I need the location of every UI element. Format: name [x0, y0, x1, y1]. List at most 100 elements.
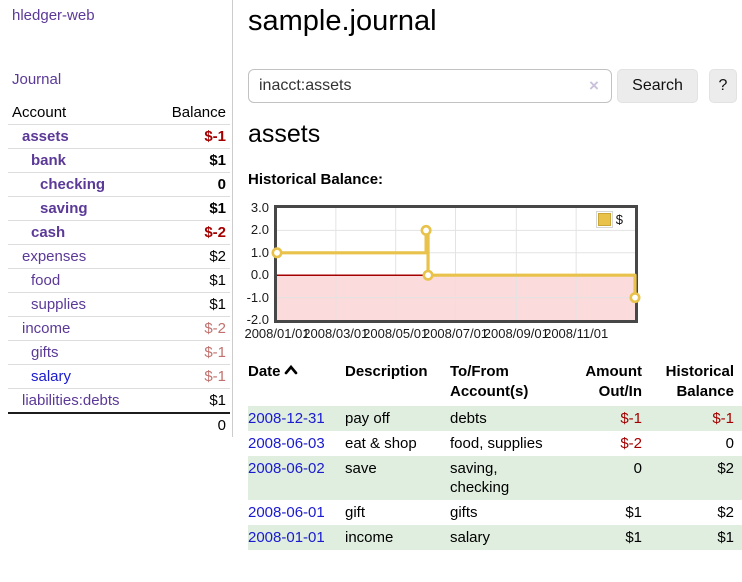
transaction-date-cell: 2008-12-31	[248, 406, 345, 431]
transaction-balance: $2	[717, 504, 734, 521]
transaction-balance: $2	[717, 460, 734, 477]
account-link[interactable]: bank	[31, 152, 67, 169]
legend-color-swatch	[597, 213, 611, 226]
chart-x-axis-label: 2008/07/01	[422, 326, 489, 341]
chart-y-axis-label: 2.0	[250, 222, 269, 238]
account-row: income $-2	[8, 316, 230, 341]
account-balance: $1	[152, 292, 230, 317]
transaction-description: pay off	[345, 410, 390, 427]
sidebar: hledger-web Journal Account Balance asse…	[0, 0, 233, 437]
legend-series-label: $	[615, 212, 623, 227]
account-name-cell: salary	[8, 364, 153, 389]
register-table: Date Description To/From Account(s) Amou…	[248, 360, 742, 550]
account-link[interactable]: income	[22, 320, 71, 337]
register-section: Date Description To/From Account(s) Amou…	[248, 360, 742, 550]
account-row: gifts $-1	[8, 340, 230, 365]
transaction-date-link[interactable]: 2008-06-01	[248, 504, 325, 521]
chart-x-axis-label: 2008/03/01	[303, 326, 369, 341]
register-header-row: Date Description To/From Account(s) Amou…	[248, 360, 742, 406]
chart-y-axis-label: 3.0	[250, 200, 269, 215]
account-name-cell: cash	[8, 220, 153, 245]
account-balance: $-2	[152, 316, 230, 341]
account-tree-header-row: Account Balance	[8, 101, 230, 125]
transaction-accounts: gifts	[450, 504, 478, 521]
account-row: bank $1	[8, 148, 230, 173]
transaction-accounts: saving, checking	[450, 460, 510, 496]
account-link[interactable]: gifts	[31, 344, 59, 361]
account-row: assets $-1	[8, 124, 230, 149]
transaction-date-link[interactable]: 2008-01-01	[248, 529, 325, 546]
register-col-amount: Amount Out/In	[585, 363, 642, 400]
search-button[interactable]: Search	[617, 69, 698, 103]
account-row: expenses $2	[8, 244, 230, 269]
account-balance: $2	[152, 244, 230, 269]
chart-x-axis-label: 2008/01/01	[244, 326, 310, 341]
account-link[interactable]: salary	[31, 368, 72, 385]
transaction-balance: $-1	[712, 410, 734, 427]
transaction-balance: $1	[717, 529, 734, 546]
account-row: saving $1	[8, 196, 230, 221]
chart-x-axis-label: 2008/05/01	[363, 326, 429, 341]
account-balance: $-2	[152, 220, 230, 245]
account-name-cell: expenses	[8, 244, 153, 269]
chart-x-axis-label: 2008/11/01	[544, 326, 609, 341]
brand-link[interactable]: hledger-web	[12, 7, 95, 24]
chart-y-axis-label: -2.0	[246, 312, 269, 327]
transaction-description: gift	[345, 504, 366, 521]
transaction-date-link[interactable]: 2008-06-02	[248, 460, 325, 477]
transaction-date-cell: 2008-06-02	[248, 456, 345, 500]
account-row: food $1	[8, 268, 230, 293]
register-col-date: Date	[248, 360, 345, 406]
account-balance: $1	[152, 268, 230, 293]
nav-journal-link[interactable]: Journal	[12, 71, 62, 88]
account-total-value: 0	[152, 412, 230, 437]
account-link[interactable]: checking	[40, 176, 106, 193]
account-balance: $1	[152, 148, 230, 173]
account-name-cell: saving	[8, 196, 153, 221]
search-input[interactable]	[248, 69, 612, 103]
account-name-cell: income	[8, 316, 153, 341]
transaction-amount: $1	[625, 504, 642, 521]
transaction-row: 2008-01-01 income salary $1 $1	[248, 525, 742, 550]
account-link[interactable]: supplies	[31, 296, 87, 313]
chart-y-axis-label: 1.0	[250, 244, 269, 260]
transaction-description: save	[345, 460, 377, 477]
transaction-amount: $1	[625, 529, 642, 546]
account-balance: $1	[152, 388, 230, 413]
transaction-accounts: salary	[450, 529, 491, 546]
account-balance: $-1	[152, 364, 230, 389]
account-row: liabilities:debts $1	[8, 388, 230, 413]
account-total-row: 0	[8, 412, 230, 437]
transaction-description: income	[345, 529, 394, 546]
account-balance: $-1	[152, 124, 230, 149]
transaction-row: 2008-06-01 gift gifts $1 $2	[248, 500, 742, 525]
help-button[interactable]: ?	[709, 69, 737, 103]
register-col-balance: Historical Balance	[665, 363, 734, 400]
account-tree-body: assets $-1 bank $1 checking 0 saving $1 cash $-2 e…	[8, 124, 230, 413]
account-link[interactable]: liabilities:debts	[22, 392, 120, 409]
clear-search-icon[interactable]: ×	[589, 76, 599, 95]
account-balance: 0	[152, 172, 230, 197]
transaction-date-cell: 2008-06-03	[248, 431, 345, 456]
account-row: checking 0	[8, 172, 230, 197]
account-name-cell: assets	[8, 124, 153, 149]
account-name-cell: liabilities:debts	[8, 388, 153, 413]
account-link[interactable]: cash	[31, 224, 66, 241]
account-row: cash $-2	[8, 220, 230, 245]
account-row: supplies $1	[8, 292, 230, 317]
account-balance: $1	[152, 196, 230, 221]
chart-y-axis-label: -1.0	[246, 289, 269, 305]
transaction-date-link[interactable]: 2008-12-31	[248, 410, 325, 427]
account-link[interactable]: saving	[40, 200, 88, 217]
transaction-date-link[interactable]: 2008-06-03	[248, 435, 325, 452]
register-col-description: Description	[345, 363, 428, 380]
account-link[interactable]: expenses	[22, 248, 87, 265]
transaction-description: eat & shop	[345, 435, 417, 452]
transaction-accounts: debts	[450, 410, 487, 427]
balance-col-header: Balance	[171, 104, 226, 121]
account-name-cell: supplies	[8, 292, 153, 317]
account-link[interactable]: assets	[22, 128, 69, 145]
account-link[interactable]: food	[31, 272, 61, 289]
transaction-accounts: food, supplies	[450, 435, 543, 452]
chart-section-label: Historical Balance:	[248, 171, 384, 188]
